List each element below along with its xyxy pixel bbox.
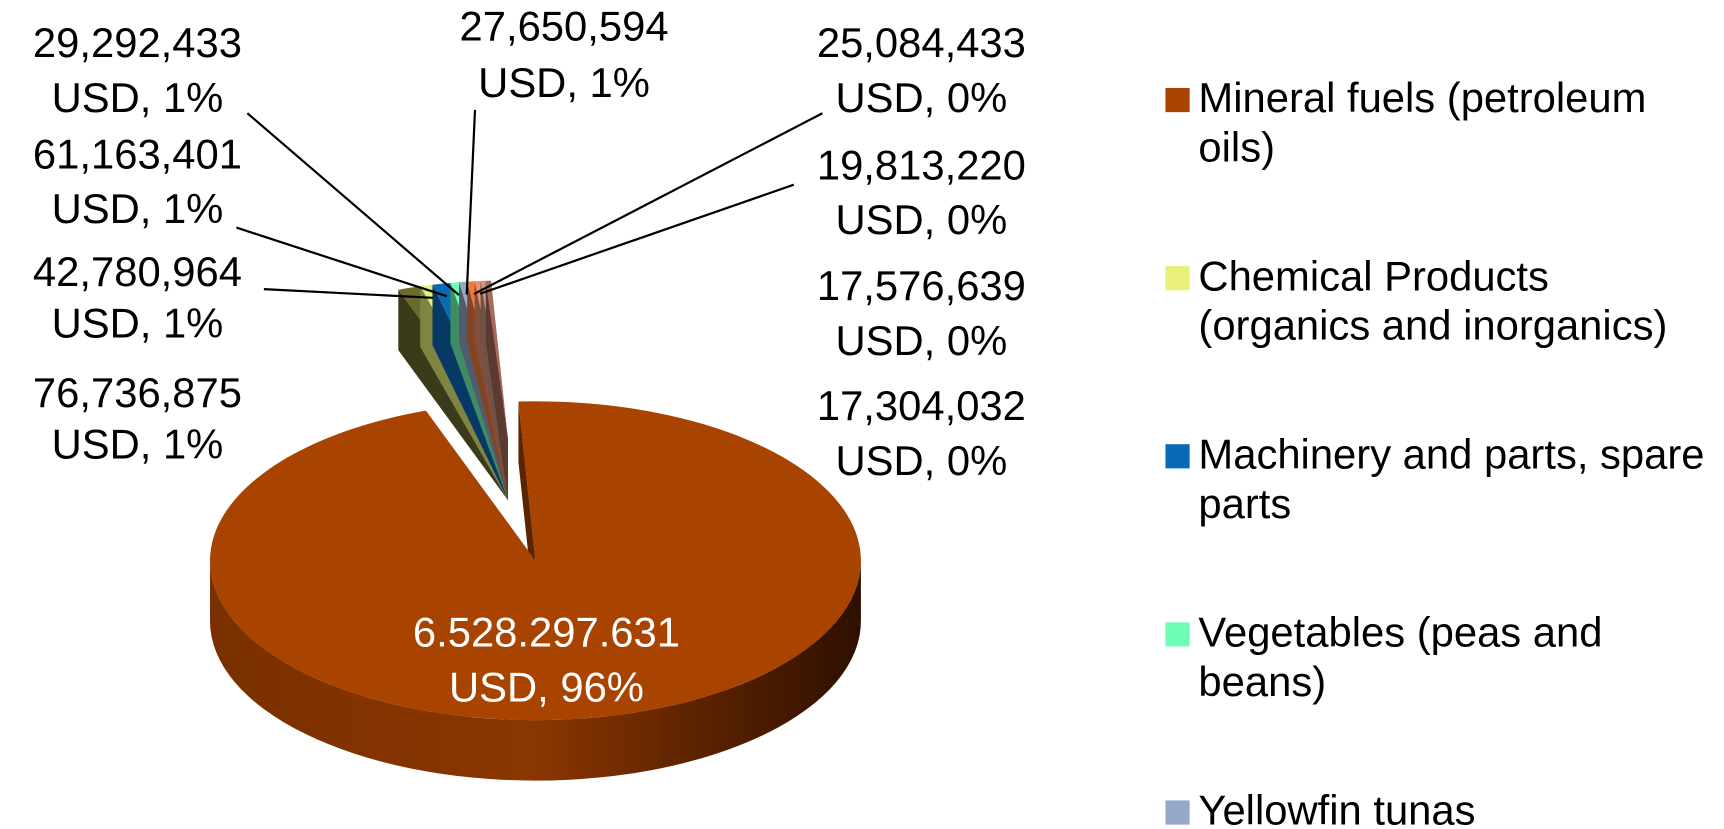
legend-swatch [1165,444,1190,469]
leader-line [236,226,448,298]
data-label: USD, 1% [52,185,224,232]
pie-slice [485,280,508,440]
legend-line: beans) [1198,658,1326,705]
data-label: USD, 1% [52,421,224,468]
legend-line: oils) [1198,124,1275,171]
pie-slice [210,401,861,721]
legend-swatch [1165,622,1190,647]
legend-label: Vegetables (peas and beans) [1198,609,1602,705]
legend-line: Yellowfin tunas [1198,787,1475,829]
data-label: 61,163,401 [33,130,242,177]
data-label: USD, 0% [835,437,1007,484]
legend-swatch [1165,87,1190,113]
leader-line [479,183,795,295]
legend-line: (organics and inorganics) [1198,302,1667,349]
data-label: 29,292,433 [33,19,242,66]
data-label: USD, 96% [449,663,644,710]
legend-swatch [1165,266,1190,291]
legend-label: Chemical Products (organics and inorganic… [1198,252,1667,348]
data-label: USD, 0% [835,74,1007,121]
data-label: USD, 1% [478,59,650,106]
leader-line [473,112,823,296]
data-label: USD, 0% [835,196,1007,243]
legend-line: Vegetables (peas and [1198,609,1602,656]
slice-wall [210,560,861,781]
leader-line [246,112,460,296]
data-label: 76,736,875 [33,369,242,416]
legend-line: Chemical Products [1198,252,1549,299]
legend-line: parts [1198,480,1291,527]
data-label: 42,780,964 [33,248,242,295]
data-label: 17,576,639 [817,262,1026,309]
small-slices [398,280,508,501]
data-label: USD, 0% [835,317,1007,364]
data-label: 27,650,594 [460,3,669,50]
legend-label: Yellowfin tunas [1198,787,1475,829]
main-slice [210,401,861,781]
legend-line: Mineral fuels (petroleum [1198,74,1646,121]
legend-swatch [1165,800,1190,825]
data-label: USD, 1% [52,74,224,121]
data-label: 25,084,433 [817,19,1026,66]
legend-label: Mineral fuels (petroleum oils) [1198,74,1646,170]
legend-line: Machinery and parts, spare [1198,430,1704,477]
data-label: 6.528.297.631 [413,609,680,656]
data-label: USD, 1% [52,300,224,347]
legend-label: Machinery and parts, spare parts [1198,430,1704,526]
data-label: 17,304,032 [817,382,1026,429]
leader-line [465,109,477,295]
data-label: 19,813,220 [817,141,1026,188]
leader-line [263,288,433,299]
